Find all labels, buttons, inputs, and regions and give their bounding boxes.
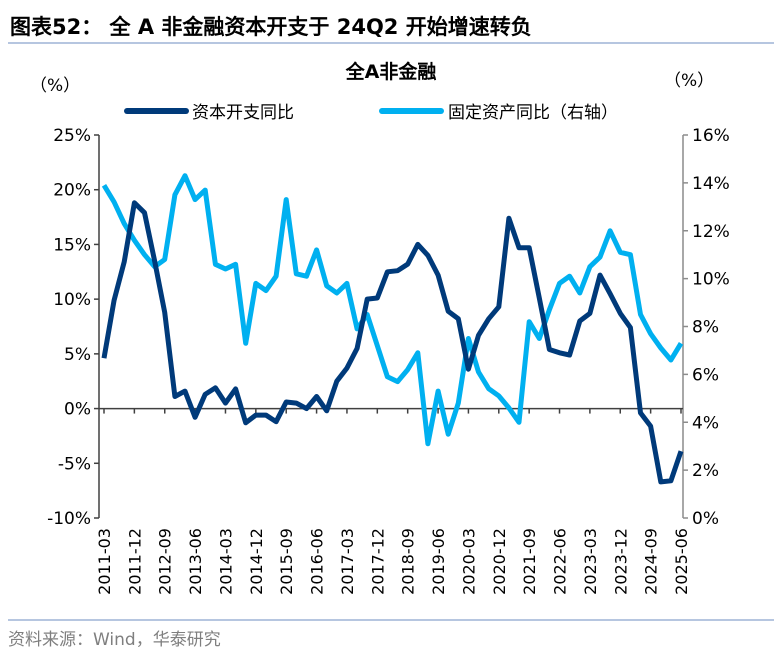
left-y-tick-label: 5%	[64, 345, 91, 365]
source-note: 资料来源：Wind，华泰研究	[8, 630, 221, 650]
right-y-tick-label: 14%	[692, 174, 730, 194]
legend-label-capex: 资本开支同比	[192, 103, 294, 123]
series-fixed-assets	[101, 173, 684, 447]
right-y-tick-label: 12%	[692, 222, 730, 242]
right-y-tick-label: 10%	[692, 270, 730, 290]
x-tick-label: 2012-09	[156, 528, 175, 595]
right-y-tick-label: 8%	[692, 318, 719, 338]
left-y-tick-label: 15%	[53, 235, 91, 255]
series-capex	[101, 200, 684, 485]
fixed-assets-line	[101, 173, 684, 447]
x-tick-label: 2014-12	[247, 528, 266, 595]
right-y-tick-label: 0%	[692, 509, 719, 529]
right-y-tick-label: 16%	[692, 126, 730, 146]
legend-label-fixed-assets: 固定资产同比（右轴）	[448, 103, 618, 123]
x-tick-label: 2017-03	[338, 528, 357, 595]
x-tick-label: 2022-06	[551, 528, 570, 595]
chart-title: 全A非金融	[345, 60, 437, 83]
left-y-tick-label: 20%	[53, 181, 91, 201]
left-y-tick-label: -10%	[47, 509, 91, 529]
x-tick-label: 2021-09	[520, 528, 539, 595]
figure-heading: 图表52： 全 A 非金融资本开支于 24Q2 开始增速转负	[10, 15, 532, 39]
x-tick-label: 2023-03	[581, 528, 600, 595]
left-y-tick-label: 0%	[64, 400, 91, 420]
right-y-tick-label: 2%	[692, 461, 719, 481]
x-tick-label: 2016-06	[308, 528, 327, 595]
left-y-tick-label: 10%	[53, 290, 91, 310]
left-axis-unit: （%）	[30, 76, 80, 96]
x-tick-label: 2025-06	[672, 528, 691, 595]
x-tick-label: 2015-09	[277, 528, 296, 595]
x-tick-label: 2013-06	[186, 528, 205, 595]
x-tick-label: 2014-03	[216, 528, 235, 595]
x-tick-label: 2011-03	[95, 528, 114, 595]
x-tick-label: 2024-09	[642, 528, 661, 595]
x-tick-label: 2011-12	[125, 528, 144, 595]
x-tick-label: 2017-12	[368, 528, 387, 595]
right-y-tick-label: 6%	[692, 365, 719, 385]
legend: 资本开支同比 固定资产同比（右轴）	[124, 103, 618, 123]
x-tick-label: 2020-12	[490, 528, 509, 595]
capex-line	[101, 200, 684, 485]
right-axis-unit: （%）	[664, 71, 714, 91]
x-tick-label: 2018-09	[399, 528, 418, 595]
x-tick-label: 2019-06	[429, 528, 448, 595]
right-y-tick-label: 4%	[692, 413, 719, 433]
x-tick-label: 2023-12	[611, 528, 630, 595]
x-tick-label: 2020-03	[459, 528, 478, 595]
left-y-tick-label: -5%	[58, 454, 91, 474]
left-y-tick-label: 25%	[53, 126, 91, 146]
